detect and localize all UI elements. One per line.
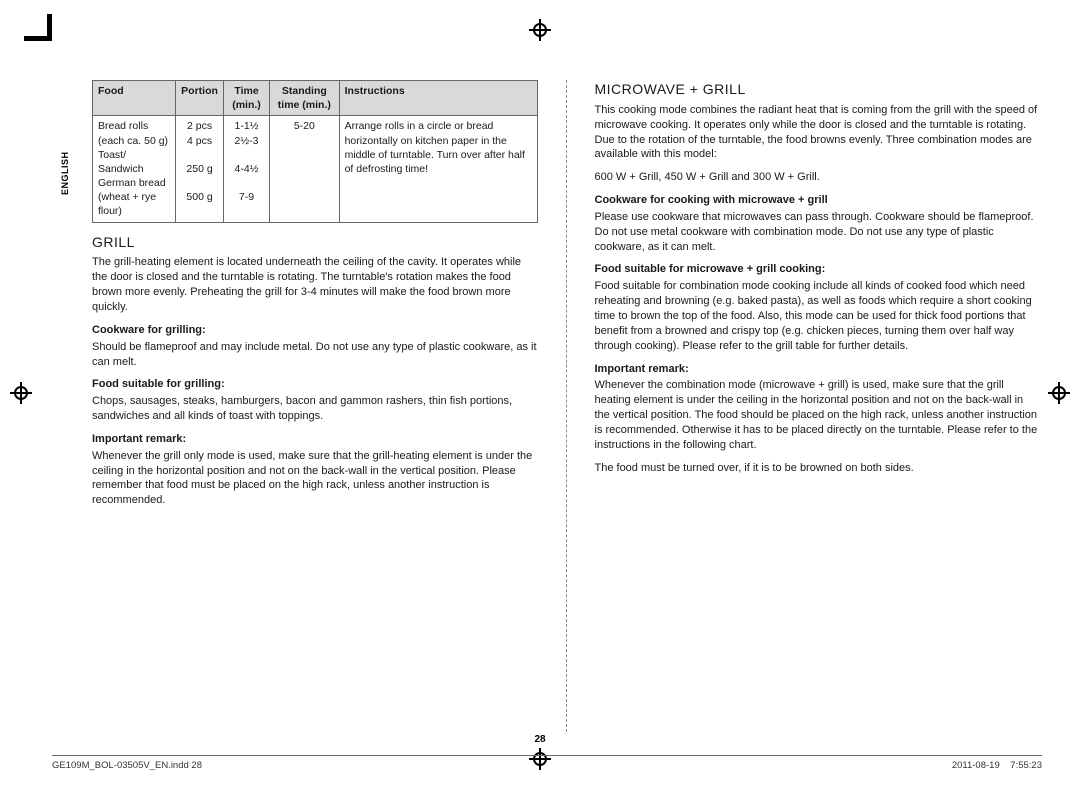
mwgrill-cookware-text: Please use cookware that microwaves can … [595,210,1041,255]
content-area: Food Portion Time (min.) Standing time (… [92,80,1040,732]
cell-time: 1-1½ 2½-3 4-4½ 7-9 [223,116,269,222]
text: 2½-3 [235,135,259,147]
grill-cookware-heading: Cookware for grilling: [92,323,538,338]
registration-mark-icon [1048,382,1070,404]
mwgrill-heading: MICROWAVE + GRILL [595,80,1041,99]
grill-food-text: Chops, sausages, steaks, hamburgers, bac… [92,394,538,424]
mwgrill-remark-heading: Important remark: [595,362,1041,377]
right-column: MICROWAVE + GRILL This cooking mode comb… [595,80,1041,732]
mwgrill-modes: 600 W + Grill, 450 W + Grill and 300 W +… [595,170,1041,185]
mwgrill-food-text: Food suitable for combination mode cooki… [595,279,1041,353]
th-instructions: Instructions [339,81,537,116]
grill-remark-text: Whenever the grill only mode is used, ma… [92,449,538,508]
page-number: 28 [0,734,1080,745]
column-divider [566,80,567,732]
text: 4-4½ [235,163,259,175]
text: 2 pcs [187,120,212,132]
footer-date: 2011-08-19 [952,760,1000,771]
registration-mark-icon [10,382,32,404]
text: 1-1½ [235,120,259,132]
footer-filename: GE109M_BOL-03505V_EN.indd 28 [52,760,202,771]
th-standing: Standing time (min.) [270,81,339,116]
mwgrill-intro: This cooking mode combines the radiant h… [595,103,1041,162]
grill-remark-heading: Important remark: [92,432,538,447]
registration-mark-icon [529,19,551,41]
text: 250 g [186,163,212,175]
crop-mark [24,36,52,41]
th-portion: Portion [176,81,224,116]
grill-food-heading: Food suitable for grilling: [92,377,538,392]
cell-food: Bread rolls (each ca. 50 g) Toast/ Sandw… [93,116,176,222]
text: 500 g [186,191,212,203]
left-column: Food Portion Time (min.) Standing time (… [92,80,538,732]
text: 4 pcs [187,135,212,147]
mwgrill-food-heading: Food suitable for microwave + grill cook… [595,262,1041,277]
defrost-table: Food Portion Time (min.) Standing time (… [92,80,538,223]
cell-instructions: Arrange rolls in a circle or bread horiz… [339,116,537,222]
text: German bread (wheat + rye flour) [98,177,166,217]
cell-portion: 2 pcs 4 pcs 250 g 500 g [176,116,224,222]
th-time: Time (min.) [223,81,269,116]
footer-timestamp: 2011-08-19 7:55:23 [952,760,1042,771]
footer-time: 7:55:23 [1010,760,1042,771]
grill-intro: The grill-heating element is located und… [92,255,538,314]
page: ENGLISH Food Portion Time (min.) Standin… [0,0,1080,787]
footer: GE109M_BOL-03505V_EN.indd 28 2011-08-19 … [52,755,1042,771]
table-header-row: Food Portion Time (min.) Standing time (… [93,81,538,116]
text: Toast/ Sandwich [98,149,144,175]
grill-cookware-text: Should be flameproof and may include met… [92,340,538,370]
mwgrill-cookware-heading: Cookware for cooking with microwave + gr… [595,193,1041,208]
crop-mark [47,14,52,38]
mwgrill-remark2-text: The food must be turned over, if it is t… [595,461,1041,476]
cell-standing: 5-20 [270,116,339,222]
th-food: Food [93,81,176,116]
mwgrill-remark1-text: Whenever the combination mode (microwave… [595,378,1041,452]
text: 5-20 [294,120,315,132]
grill-heading: GRILL [92,233,538,252]
language-label: ENGLISH [60,151,70,195]
text: 7-9 [239,191,254,203]
text: Bread rolls (each ca. 50 g) [98,120,168,146]
